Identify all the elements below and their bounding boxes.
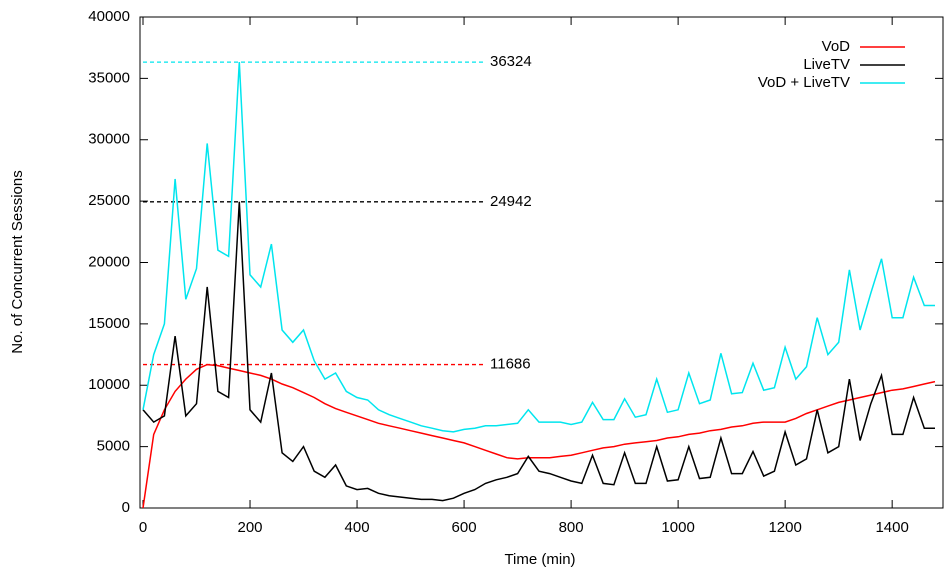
x-tick-label: 800	[559, 519, 584, 536]
x-tick-label: 0	[139, 519, 147, 536]
x-tick-label: 1000	[661, 519, 694, 536]
series-line	[142, 363, 936, 509]
x-tick-label: 200	[238, 519, 263, 536]
legend-label: VoD + LiveTV	[758, 74, 850, 91]
y-tick-label: 30000	[88, 131, 130, 148]
y-tick-label: 5000	[97, 438, 130, 455]
y-tick-label: 25000	[88, 192, 130, 209]
legend-label: LiveTV	[803, 56, 850, 73]
y-tick-label: 10000	[88, 376, 130, 393]
series-line	[142, 62, 935, 433]
y-axis-label: No. of Concurrent Sessions	[9, 170, 26, 353]
y-tick-label: 35000	[88, 69, 130, 86]
y-tick-label: 0	[122, 499, 130, 516]
x-tick-label: 1400	[875, 519, 908, 536]
reference-label: 24942	[490, 193, 532, 210]
y-tick-label: 20000	[88, 253, 130, 270]
reference-label: 36324	[490, 53, 532, 70]
y-tick-label: 15000	[88, 315, 130, 332]
y-tick-label: 40000	[88, 8, 130, 25]
x-tick-label: 1200	[768, 519, 801, 536]
x-axis-label: Time (min)	[504, 551, 575, 568]
reference-label: 11686	[490, 356, 531, 373]
x-tick-label: 600	[452, 519, 477, 536]
x-tick-label: 400	[345, 519, 370, 536]
series-line	[142, 201, 935, 502]
legend-label: VoD	[822, 38, 851, 55]
